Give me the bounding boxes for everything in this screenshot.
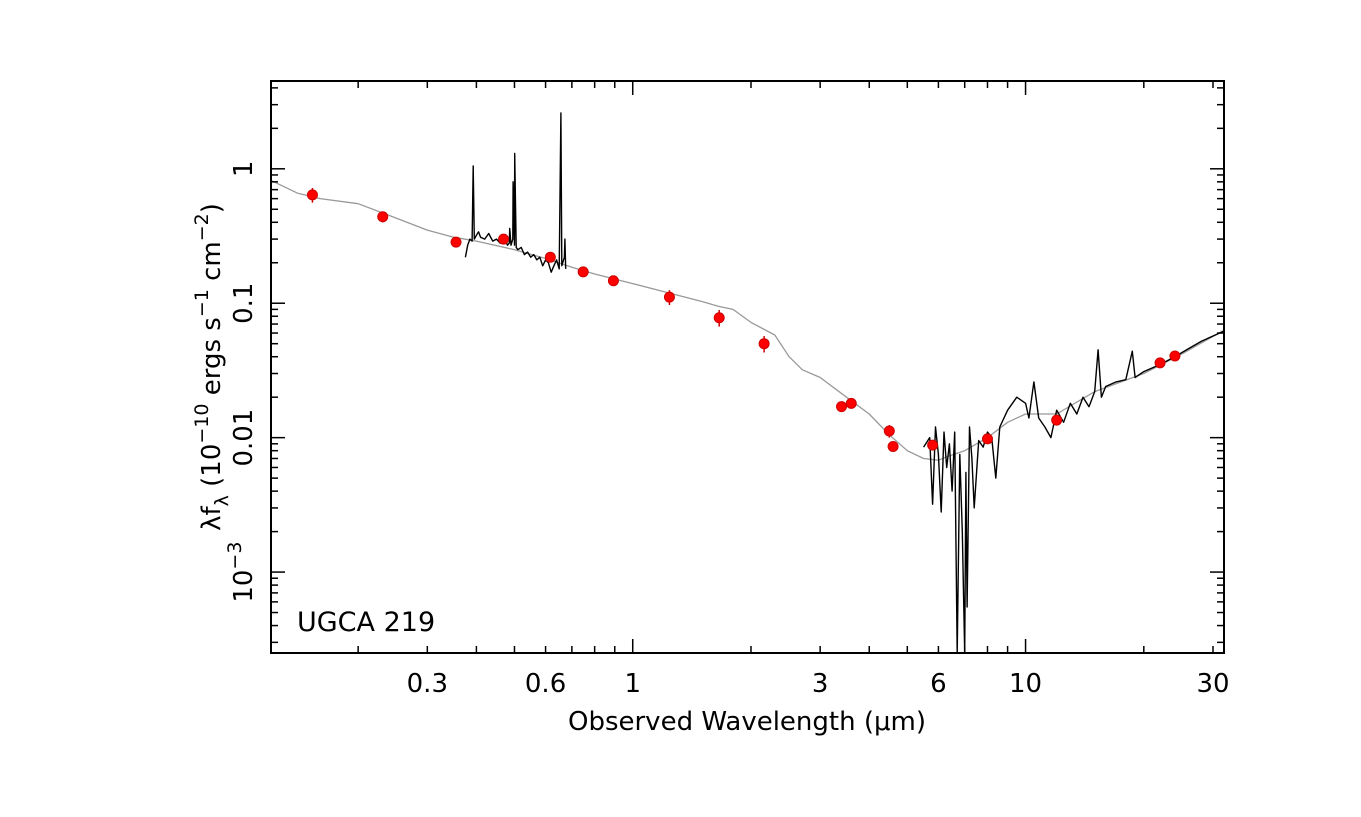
photometry-point: [544, 251, 556, 263]
x-tick-label: 10: [1009, 669, 1042, 699]
x-tick-label: 0.6: [525, 669, 566, 699]
photometry-point: [377, 211, 389, 223]
series-layer: [271, 112, 1224, 653]
y-tick-label: 0.1: [229, 283, 259, 324]
x-axis-title: Observed Wavelength (μm): [568, 707, 926, 737]
ir-spectrum-line: [923, 330, 1224, 653]
y-tick-label: 0.01: [229, 409, 259, 467]
photometry-point: [981, 433, 993, 445]
photometry-point: [883, 425, 895, 437]
y-tick-label: 1: [229, 161, 259, 178]
axis-ticks: [271, 81, 1224, 653]
photometry-point: [1051, 414, 1063, 426]
x-tick-labels: 0.3 0.6 1 3 6 10 30: [407, 669, 1230, 699]
photometry-point: [713, 312, 725, 324]
photometry-point: [607, 275, 619, 287]
photometry-point: [1169, 350, 1181, 362]
y-tick-labels: 1 0.1 0.01 10−3: [224, 161, 259, 603]
x-tick-label: 0.3: [407, 669, 448, 699]
model-sed-line: [271, 179, 1224, 461]
photometry-point: [663, 291, 675, 303]
x-tick-label: 30: [1196, 669, 1229, 699]
galaxy-name-label: UGCA 219: [297, 607, 435, 638]
x-tick-label: 3: [812, 669, 829, 699]
photometry-point: [577, 266, 589, 278]
photometry-point: [836, 401, 848, 413]
photometry-point: [450, 236, 462, 248]
y-tick-label: 10−3: [224, 542, 259, 603]
photometry-point: [845, 397, 857, 409]
photometry-point: [927, 439, 939, 451]
y-axis-title: λfλ (10−10 ergs s−1 cm−2): [191, 203, 233, 531]
photometry-point: [758, 338, 770, 350]
plot-frame: [270, 80, 1225, 654]
photometry-point: [1154, 357, 1166, 369]
photometry-point: [306, 189, 318, 201]
optical-spectrum-line: [464, 112, 567, 273]
x-tick-label: 1: [624, 669, 641, 699]
photometry-point: [498, 233, 510, 245]
x-tick-label: 6: [930, 669, 947, 699]
photometry-point: [887, 440, 899, 452]
